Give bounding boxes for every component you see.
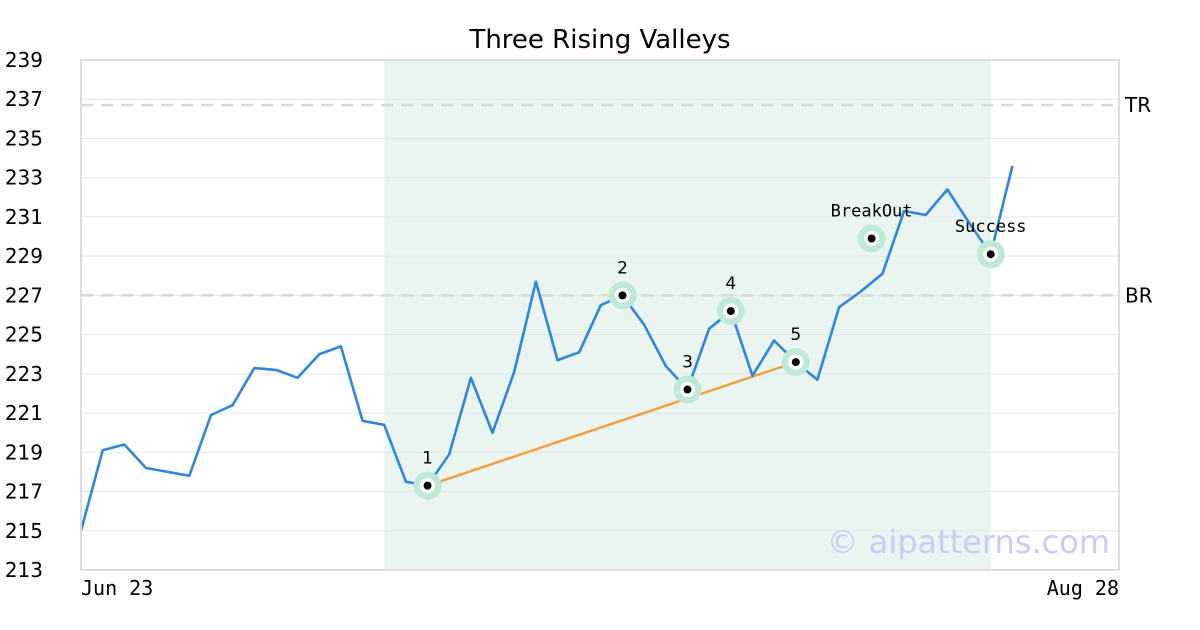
y-tick-label: 223: [5, 362, 43, 386]
support-trendline: [427, 360, 797, 487]
point-dot: [986, 250, 995, 259]
point-label: 2: [617, 258, 628, 278]
y-tick-label: 227: [5, 283, 43, 307]
pattern-point-2: 2: [608, 258, 637, 310]
pattern-point-breakout: BreakOut: [831, 202, 913, 253]
point-label: 1: [422, 449, 433, 469]
y-tick-label: 215: [5, 519, 43, 543]
y-axis: 213 215 217 219 221 223 225 227 229 231 233 235 237 2…: [5, 48, 43, 582]
x-tick-label-start: Jun 23: [81, 576, 153, 600]
point-label: BreakOut: [831, 202, 913, 222]
watermark-group: © aipatterns.com: [827, 523, 1110, 561]
point-dot: [726, 307, 735, 316]
chart-title: Three Rising Valleys: [468, 25, 730, 55]
y-tick-label: 221: [5, 401, 43, 425]
pattern-points: 1 2 3 4 5 BreakOut Success: [413, 202, 1027, 500]
point-dot: [423, 481, 432, 490]
point-label: 4: [725, 274, 736, 294]
point-label: 3: [682, 353, 693, 373]
pattern-point-success: Success: [955, 217, 1027, 269]
point-dot: [618, 291, 627, 300]
point-label: 5: [790, 325, 801, 345]
point-dot: [867, 234, 876, 243]
reference-label-br: BR: [1125, 283, 1153, 307]
price-series-line: [79, 165, 1014, 532]
plot-frame: [80, 59, 1120, 571]
y-tick-label: 229: [5, 244, 43, 268]
x-axis: Jun 23 Aug 28: [81, 576, 1119, 600]
pattern-point-1: 1: [413, 449, 442, 500]
point-dot: [683, 385, 692, 394]
y-tick-label: 237: [5, 87, 43, 111]
pattern-point-5: 5: [781, 325, 810, 377]
pattern-shaded-region: [384, 60, 991, 570]
pattern-point-3: 3: [673, 353, 702, 404]
y-tick-label: 231: [5, 205, 43, 229]
reference-label-tr: TR: [1124, 93, 1151, 117]
y-tick-label: 239: [5, 48, 43, 72]
point-dot: [791, 358, 800, 367]
point-label: Success: [955, 217, 1027, 237]
y-tick-label: 219: [5, 440, 43, 464]
y-tick-label: 213: [5, 558, 43, 582]
y-tick-label: 235: [5, 126, 43, 150]
watermark: © aipatterns.com: [827, 523, 1110, 561]
y-tick-label: 233: [5, 166, 43, 190]
y-tick-label: 217: [5, 480, 43, 504]
pattern-point-4: 4: [716, 274, 745, 326]
x-tick-label-end: Aug 28: [1047, 576, 1119, 600]
y-tick-label: 225: [5, 323, 43, 347]
reference-lines: TR BR: [81, 93, 1153, 307]
